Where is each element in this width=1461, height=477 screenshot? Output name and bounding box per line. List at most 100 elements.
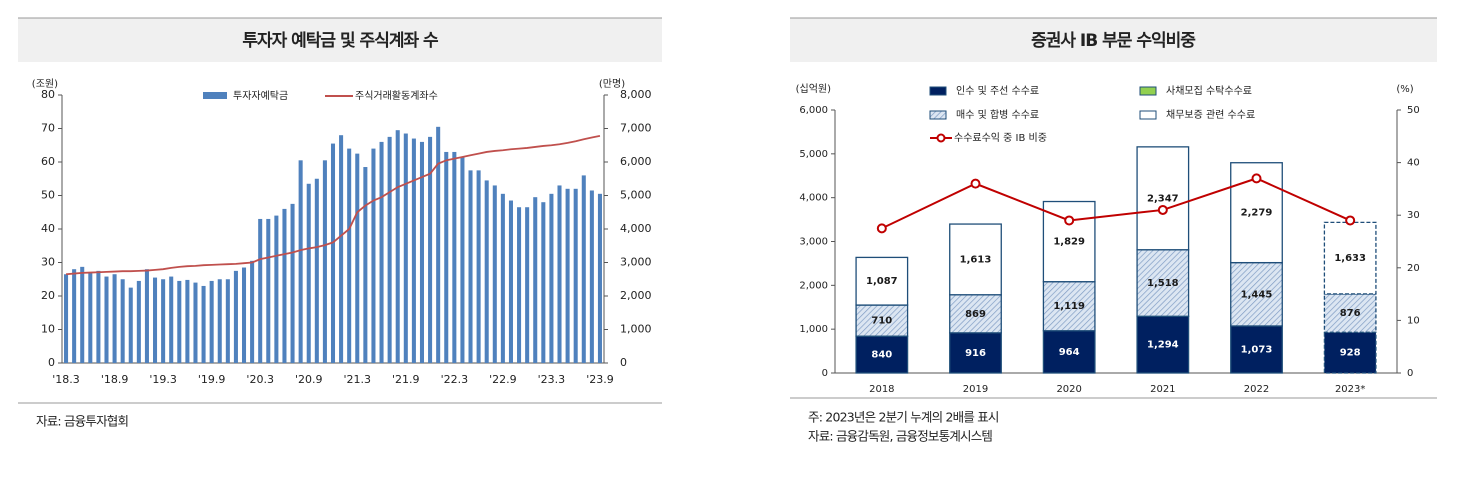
bar [104, 276, 109, 363]
line [65, 134, 601, 276]
bar [233, 270, 238, 363]
chart-title: 증권사 IB 부문 수익비중 [1031, 31, 1196, 51]
bar [492, 185, 497, 363]
bar [1230, 325, 1283, 374]
y-tick-label: 80 [41, 88, 55, 101]
legend-label: 주식거래활동계좌수 [355, 89, 438, 102]
bar [112, 274, 117, 363]
bar [581, 175, 586, 363]
bar [72, 269, 77, 363]
data-label: 1,119 [1053, 301, 1085, 312]
data-label: 869 [965, 309, 986, 320]
bar [298, 160, 303, 363]
bar [347, 148, 352, 363]
bar [217, 279, 222, 363]
title-band [18, 18, 662, 62]
legend-swatch [929, 110, 947, 120]
bar [120, 279, 125, 363]
x-tick-label: '21.3 [344, 373, 372, 386]
bar [436, 126, 441, 363]
x-tick-label: '23.9 [586, 373, 614, 386]
bar [136, 280, 141, 363]
x-tick-label: 2021 [1150, 384, 1175, 395]
x-tick-label: '20.3 [246, 373, 274, 386]
y2-tick-label: 3,000 [620, 256, 652, 269]
data-label: 840 [871, 350, 892, 361]
bar [64, 274, 69, 363]
source: 자료: 금융감독원, 금융정보통계시스템 [808, 429, 992, 444]
data-label: 1,829 [1053, 237, 1085, 248]
x-tick-label: 2023* [1335, 384, 1365, 395]
bar [855, 256, 909, 306]
legend-label: 매수 및 합병 수수료 [956, 109, 1039, 121]
legend-swatch [203, 92, 227, 99]
data-label: 2,279 [1241, 208, 1273, 219]
y2-tick-label: 0 [620, 356, 627, 369]
y-tick-label: 10 [41, 323, 55, 336]
bar [371, 148, 376, 363]
bar [363, 167, 368, 363]
bar [395, 130, 400, 363]
bar [387, 136, 392, 363]
y2-tick-label: 8,000 [620, 88, 652, 101]
x-tick-label: 2018 [869, 384, 894, 395]
x-tick-label: 2020 [1056, 384, 1081, 395]
bar [339, 135, 344, 363]
note: 주: 2023년은 2분기 누계의 2배를 표시 [808, 410, 999, 425]
bar [573, 188, 578, 363]
legend-label: 채무보증 관련 수수료 [1166, 109, 1255, 121]
data-label: 1,633 [1334, 253, 1366, 264]
data-label: 710 [871, 316, 892, 327]
marker [1251, 173, 1262, 184]
bar [225, 279, 230, 363]
bar [949, 223, 1002, 296]
bar [565, 188, 570, 363]
bar [549, 193, 554, 363]
bar [258, 218, 263, 363]
bar [88, 272, 93, 363]
bar [411, 138, 416, 363]
bar [161, 279, 166, 363]
bar [209, 280, 214, 363]
x-tick-label: '19.9 [198, 373, 226, 386]
bar [460, 156, 465, 363]
legend-swatch [936, 133, 946, 143]
source: 자료: 금융투자협회 [36, 414, 128, 429]
legend-swatch [1139, 110, 1157, 120]
marker [876, 223, 887, 234]
y2-tick-label: 6,000 [620, 155, 652, 168]
y2-tick-label: 7,000 [620, 122, 652, 135]
y2-tick-label: 30 [1407, 210, 1420, 221]
bar [330, 143, 336, 363]
y-tick-label: 70 [41, 122, 55, 135]
y-tick-label: 2,000 [799, 280, 828, 291]
y2-tick-label: 10 [1407, 315, 1420, 326]
data-label: 928 [1340, 348, 1361, 359]
y2-unit: (만명) [599, 78, 625, 90]
marker [970, 178, 981, 189]
bar [185, 279, 190, 363]
x-tick-label: '22.9 [489, 373, 517, 386]
data-label: 1,087 [866, 276, 898, 287]
data-label: 1,445 [1241, 289, 1273, 300]
legend-swatch [1139, 86, 1157, 96]
bar [1230, 261, 1283, 327]
y-tick-label: 20 [41, 289, 55, 302]
bar [428, 136, 433, 363]
bar [193, 282, 198, 363]
marker [1345, 215, 1356, 226]
x-tick-label: 2019 [963, 384, 988, 395]
bar [1042, 200, 1096, 283]
x-tick-label: '20.9 [295, 373, 323, 386]
y-tick-label: 60 [41, 155, 55, 168]
legend-label: 수수료수익 중 IB 비중 [954, 132, 1047, 144]
bar [557, 185, 562, 363]
bar [452, 151, 457, 363]
bar [282, 208, 287, 363]
bar [1136, 249, 1190, 317]
y2-tick-label: 0 [1407, 368, 1413, 379]
x-tick-label: 2022 [1244, 384, 1269, 395]
y-tick-label: 1,000 [799, 324, 828, 335]
x-tick-label: '22.3 [441, 373, 469, 386]
x-tick-label: '23.3 [538, 373, 566, 386]
